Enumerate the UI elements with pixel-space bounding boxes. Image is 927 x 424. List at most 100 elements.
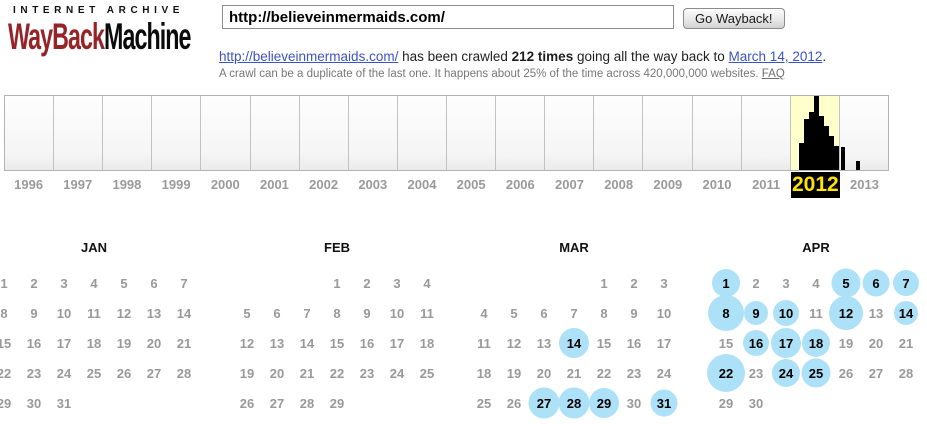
calendar-day-jan-22: 22 <box>0 358 19 388</box>
empty-day-cell <box>292 268 322 298</box>
timeline-year-cell-1997[interactable] <box>53 96 103 170</box>
capture-circle <box>802 329 830 357</box>
calendar-day-apr-22[interactable]: 22 <box>707 354 745 392</box>
day-number: 12 <box>239 335 255 351</box>
calendar-day-jan-30: 30 <box>19 388 49 418</box>
calendar-day-feb-16: 16 <box>352 328 382 358</box>
sparkline-bar <box>855 161 860 170</box>
empty-day-cell <box>529 268 559 298</box>
calendar-day-mar-31[interactable]: 31 <box>649 388 679 418</box>
day-number: 30 <box>26 395 42 411</box>
timeline-year-cell-2001[interactable] <box>249 96 299 170</box>
timeline-year-cell-2013[interactable] <box>838 96 888 170</box>
timeline-year-label-1998[interactable]: 1998 <box>112 177 142 192</box>
calendar-day-apr-24[interactable]: 24 <box>771 358 801 388</box>
calendar-day-apr-18[interactable]: 18 <box>801 328 831 358</box>
timeline-year-label-2001[interactable]: 2001 <box>259 177 289 192</box>
day-number: 7 <box>180 275 188 291</box>
summary-text-2: going all the way back to <box>573 49 729 64</box>
timeline-year-labels: 1996 1997 1998 1999 2000 2001 2002 2003 2004 2005… <box>4 170 889 198</box>
timeline-year-label-2002[interactable]: 2002 <box>309 177 339 192</box>
faq-link[interactable]: FAQ <box>761 68 785 80</box>
timeline-year-cell-2010[interactable] <box>691 96 741 170</box>
calendar-day-apr-12[interactable]: 12 <box>829 296 863 330</box>
timeline-year-label-2003[interactable]: 2003 <box>358 177 388 192</box>
timeline-year-cell-1999[interactable] <box>151 96 201 170</box>
timeline-year-label-2004[interactable]: 2004 <box>407 177 437 192</box>
timeline-year-cell-2012[interactable] <box>789 96 839 170</box>
day-number: 18 <box>476 365 492 381</box>
day-number: 21 <box>898 335 914 351</box>
day-number: 4 <box>480 305 488 321</box>
calendar-day-apr-26: 26 <box>831 358 861 388</box>
timeline-year-label-2000[interactable]: 2000 <box>210 177 240 192</box>
timeline-year-label-2012[interactable]: 2012 <box>790 172 840 198</box>
timeline-year-label-1996[interactable]: 1996 <box>14 177 44 192</box>
go-wayback-button[interactable]: Go Wayback! <box>683 8 785 29</box>
day-number: 12 <box>116 305 132 321</box>
calendar-day-apr-5[interactable]: 5 <box>831 268 861 298</box>
timeline-year-cell-2006[interactable] <box>495 96 545 170</box>
first-crawl-date-link[interactable]: March 14, 2012 <box>728 49 823 64</box>
url-input[interactable] <box>222 5 674 29</box>
calendar-day-apr-16[interactable]: 16 <box>741 328 771 358</box>
calendar-day-apr-7[interactable]: 7 <box>891 268 921 298</box>
sparkline-bar <box>798 143 804 170</box>
calendar-day-apr-6[interactable]: 6 <box>861 268 891 298</box>
timeline-year-label-1997[interactable]: 1997 <box>63 177 93 192</box>
timeline-year-label-1999[interactable]: 1999 <box>161 177 191 192</box>
timeline-year-cell-1996[interactable] <box>5 96 54 170</box>
timeline-year-label-2007[interactable]: 2007 <box>555 177 584 192</box>
timeline-year-label-2006[interactable]: 2006 <box>505 177 535 192</box>
calendar-day-mar-16: 16 <box>619 328 649 358</box>
site-url-link[interactable]: http://believeinmermaids.com/ <box>219 49 399 64</box>
timeline-year-cell-2000[interactable] <box>200 96 250 170</box>
timeline-year-cell-1998[interactable] <box>102 96 152 170</box>
calendar-day-apr-1[interactable]: 1 <box>711 268 741 298</box>
timeline-year-label-2005[interactable]: 2005 <box>456 177 486 192</box>
calendar-day-mar-28[interactable]: 28 <box>558 387 590 419</box>
timeline-year-label-2008[interactable]: 2008 <box>604 177 634 192</box>
calendar-day-apr-14[interactable]: 14 <box>891 298 921 328</box>
timeline-year-label-2010[interactable]: 2010 <box>702 177 732 192</box>
internet-archive-label: INTERNET ARCHIVE <box>13 5 185 16</box>
day-number: 6 <box>540 305 548 321</box>
timeline-year-cell-2002[interactable] <box>298 96 348 170</box>
day-number: 18 <box>808 335 824 351</box>
timeline-year-cell-2007[interactable] <box>544 96 594 170</box>
day-number: 27 <box>868 365 884 381</box>
capture-circle <box>558 387 590 419</box>
calendar-day-feb-27: 27 <box>262 388 292 418</box>
day-number: 12 <box>506 335 522 351</box>
calendar-day-apr-10[interactable]: 10 <box>771 298 801 328</box>
timeline-year-cell-2004[interactable] <box>396 96 446 170</box>
timeline-year-label-2013[interactable]: 2013 <box>850 177 879 192</box>
capture-circle <box>894 301 918 325</box>
timeline-year-cell-2011[interactable] <box>740 96 790 170</box>
timeline-year-cell-2003[interactable] <box>347 96 397 170</box>
day-number: 15 <box>0 335 12 351</box>
calendar-day-apr-17[interactable]: 17 <box>771 328 801 358</box>
calendar-day-mar-27[interactable]: 27 <box>528 387 560 419</box>
timeline-year-label-2009[interactable]: 2009 <box>653 177 683 192</box>
calendar-day-apr-8[interactable]: 8 <box>708 295 744 331</box>
calendar-day-apr-25[interactable]: 25 <box>801 358 831 388</box>
day-number: 16 <box>626 335 642 351</box>
timeline-year-label-2011[interactable]: 2011 <box>752 177 781 192</box>
day-number: 22 <box>329 365 345 381</box>
calendar-day-jan-10: 10 <box>49 298 79 328</box>
calendar-day-feb-7: 7 <box>292 298 322 328</box>
timeline-year-cell-2008[interactable] <box>593 96 643 170</box>
timeline-year-cell-2005[interactable] <box>445 96 496 170</box>
calendar-day-mar-14[interactable]: 14 <box>559 328 589 358</box>
wayback-logo[interactable]: INTERNET ARCHIVE WayBackMachine <box>8 5 218 56</box>
day-number: 4 <box>423 275 431 291</box>
timeline-year-cell-2009[interactable] <box>642 96 692 170</box>
calendar-day-jan-11: 11 <box>79 298 109 328</box>
capture-circle <box>712 269 740 297</box>
calendar-day-apr-4: 4 <box>801 268 831 298</box>
calendar-day-feb-23: 23 <box>352 358 382 388</box>
calendar-day-mar-29[interactable]: 29 <box>589 388 619 418</box>
calendar-day-apr-9[interactable]: 9 <box>741 298 771 328</box>
calendar-day-jan-26: 26 <box>109 358 139 388</box>
